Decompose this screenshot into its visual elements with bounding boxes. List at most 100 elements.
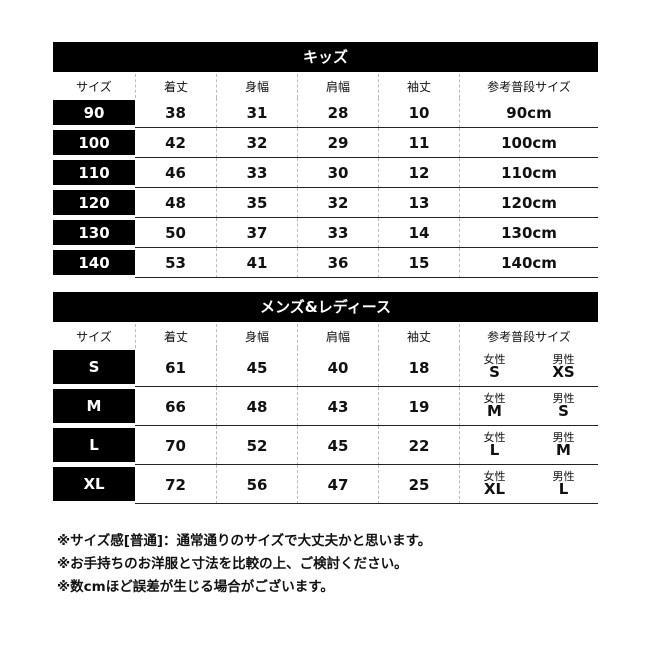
kids-size-table: キッズ サイズ 着丈 身幅 肩幅 袖丈 参考普段サイズ 90 38 31 28 10 90… (53, 42, 598, 278)
female-label: 女性 (483, 391, 506, 405)
table-cell: 53 (165, 254, 186, 272)
table-cell: 36 (297, 248, 378, 278)
table-cell: 66 (165, 397, 186, 416)
header-cell: 参考普段サイズ (459, 74, 598, 98)
size-label: S (53, 350, 135, 384)
female-size: XL (483, 480, 506, 499)
table-row: 130 50 37 33 14 130cm (53, 218, 598, 248)
table-cell: 28 (297, 98, 378, 128)
male-ref: 男性 XS (529, 354, 598, 381)
table-cell: 10 (378, 98, 459, 128)
table-cell: 31 (216, 98, 297, 128)
male-size: XS (552, 363, 575, 382)
male-size: M (556, 441, 571, 460)
male-label: 男性 (552, 391, 575, 405)
male-label: 男性 (552, 469, 575, 483)
table-cell: 45 (297, 426, 378, 465)
header-cell: 袖丈 (378, 74, 459, 98)
table-row: L 70 52 45 22 女性 L 男性 M (53, 426, 598, 465)
header-cell: 肩幅 (297, 74, 378, 98)
table-cell: 70 (165, 436, 186, 455)
table-cell: 140cm (459, 248, 598, 278)
reference-size-cell: 女性 M 男性 S (459, 387, 598, 426)
male-ref: 男性 M (529, 432, 598, 459)
size-label: 140 (53, 250, 135, 275)
size-label: L (53, 428, 135, 462)
table-cell: 25 (378, 465, 459, 504)
table-row: 100 42 32 29 11 100cm (53, 128, 598, 158)
header-cell: 肩幅 (297, 324, 378, 348)
male-ref: 男性 L (529, 471, 598, 498)
table-cell: 37 (216, 218, 297, 248)
table-row: S 61 45 40 18 女性 S 男性 XS (53, 348, 598, 387)
table-cell: 18 (378, 348, 459, 387)
reference-size-cell: 女性 S 男性 XS (459, 348, 598, 387)
table-cell: 29 (297, 128, 378, 158)
table-cell: 30 (297, 158, 378, 188)
table-cell: 40 (297, 348, 378, 387)
header-cell: サイズ (76, 79, 112, 94)
size-label: 120 (53, 190, 135, 215)
female-label: 女性 (483, 469, 506, 483)
header-cell: サイズ (76, 329, 112, 344)
size-label: 110 (53, 160, 135, 185)
male-label: 男性 (552, 430, 575, 444)
header-cell: 身幅 (216, 74, 297, 98)
table-cell: 12 (378, 158, 459, 188)
male-label: 男性 (552, 352, 575, 366)
male-ref: 男性 S (529, 393, 598, 420)
kids-title: キッズ (53, 42, 598, 72)
note: ※お手持ちのお洋服と寸法を比較の上、ご検討ください。 (57, 556, 408, 572)
table-row: 140 53 41 36 15 140cm (53, 248, 598, 278)
table-cell: 45 (216, 348, 297, 387)
female-size: M (487, 402, 502, 421)
table-row: M 66 48 43 19 女性 M 男性 S (53, 387, 598, 426)
table-cell: 48 (165, 194, 186, 212)
table-cell: 52 (216, 426, 297, 465)
table-cell: 33 (297, 218, 378, 248)
table-cell: 56 (216, 465, 297, 504)
reference-size-cell: 女性 L 男性 M (459, 426, 598, 465)
female-ref: 女性 XL (460, 471, 529, 498)
table-row: XL 72 56 47 25 女性 XL 男性 L (53, 465, 598, 504)
table-cell: 19 (378, 387, 459, 426)
table-cell: 100cm (459, 128, 598, 158)
size-label: M (53, 389, 135, 423)
female-label: 女性 (483, 352, 506, 366)
table-cell: 110cm (459, 158, 598, 188)
header-cell: 着丈 (135, 324, 216, 348)
note: ※サイズ感[普通]：通常通りのサイズで大丈夫かと思います。 (57, 533, 432, 549)
table-cell: 61 (165, 358, 186, 377)
size-label: 130 (53, 220, 135, 245)
adult-size-table: メンズ&レディース サイズ 着丈 身幅 肩幅 袖丈 参考普段サイズ S 61 45 4… (53, 292, 598, 504)
adult-header-row: サイズ 着丈 身幅 肩幅 袖丈 参考普段サイズ (53, 324, 598, 348)
reference-size-cell: 女性 XL 男性 L (459, 465, 598, 504)
table-cell: 33 (216, 158, 297, 188)
table-cell: 11 (378, 128, 459, 158)
header-cell: 袖丈 (378, 324, 459, 348)
table-cell: 50 (165, 224, 186, 242)
table-cell: 43 (297, 387, 378, 426)
female-ref: 女性 S (460, 354, 529, 381)
table-row: 90 38 31 28 10 90cm (53, 98, 598, 128)
table-cell: 41 (216, 248, 297, 278)
table-cell: 13 (378, 188, 459, 218)
table-cell: 72 (165, 475, 186, 494)
size-label: 90 (53, 100, 135, 125)
male-size: S (558, 402, 569, 421)
table-cell: 38 (165, 104, 186, 122)
note: ※数cmほど誤差が生じる場合がございます。 (57, 579, 334, 595)
header-cell: 身幅 (216, 324, 297, 348)
table-cell: 32 (216, 128, 297, 158)
table-cell: 120cm (459, 188, 598, 218)
table-cell: 32 (297, 188, 378, 218)
table-cell: 90cm (459, 98, 598, 128)
female-label: 女性 (483, 430, 506, 444)
female-ref: 女性 M (460, 393, 529, 420)
female-size: S (489, 363, 500, 382)
table-cell: 14 (378, 218, 459, 248)
table-cell: 42 (165, 134, 186, 152)
table-cell: 35 (216, 188, 297, 218)
female-size: L (489, 441, 500, 460)
header-cell: 参考普段サイズ (459, 324, 598, 348)
